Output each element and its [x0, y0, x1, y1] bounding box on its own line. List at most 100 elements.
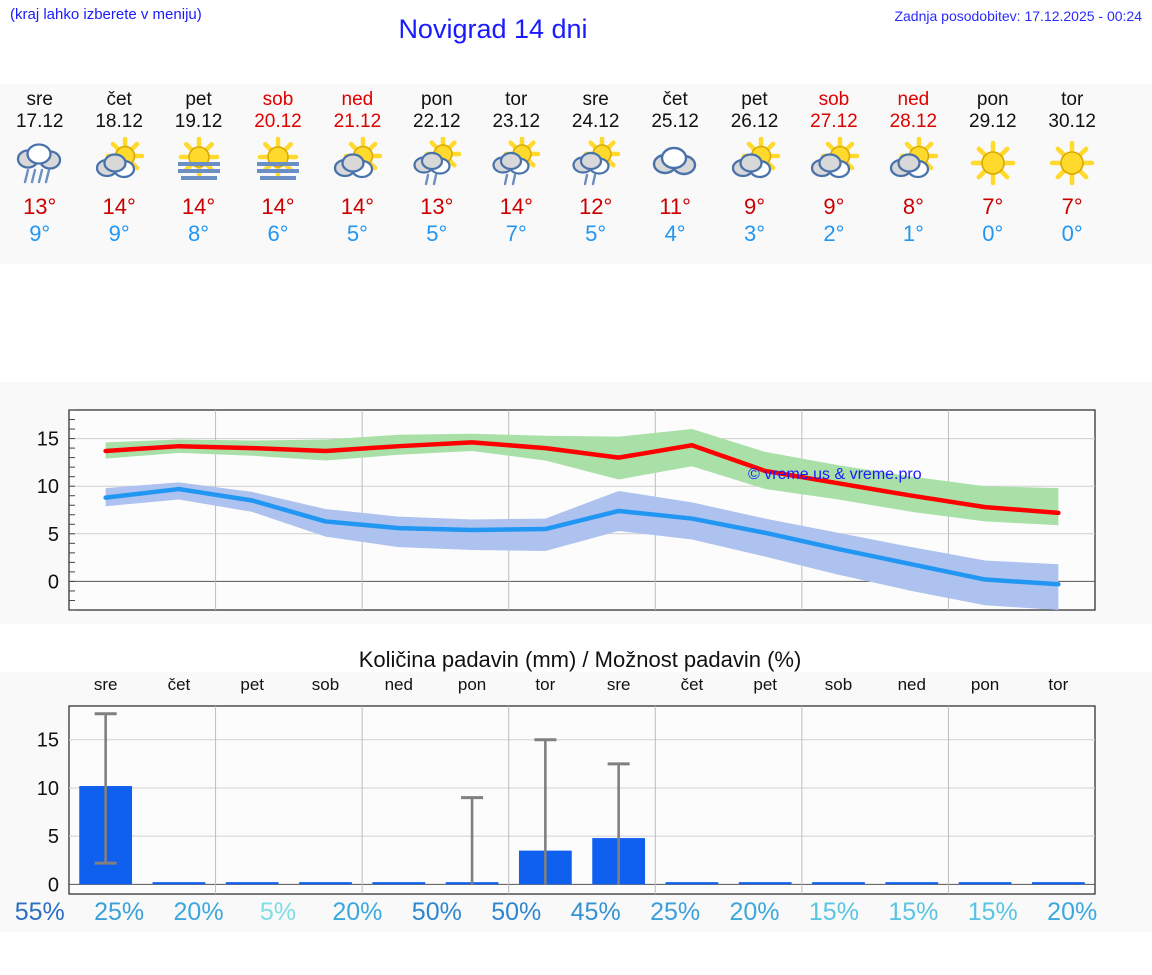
svg-text:pet: pet	[240, 675, 264, 694]
day-max-temp: 9°	[823, 194, 845, 219]
svg-text:ned: ned	[385, 675, 413, 694]
precipitation-probability-label: 20%	[332, 898, 383, 926]
sun-fog-icon	[250, 135, 306, 191]
day-date-label: 28.12	[889, 111, 938, 132]
page-header: (kraj lahko izberete v meniju) Novigrad …	[0, 0, 1152, 72]
day-date-label: 25.12	[651, 111, 699, 132]
page-title: Novigrad 14 dni	[398, 14, 588, 44]
daily-forecast-band: sre 17.12 13° 9° čet 18.12 14° 9° pet 19.12 14°…	[0, 84, 1152, 264]
day-forecast-column[interactable]: sre 24.12 12° 5°	[556, 84, 635, 264]
day-date-label: 23.12	[492, 111, 541, 132]
day-max-temp: 14°	[181, 194, 216, 219]
day-forecast-column[interactable]: pet 26.12 9° 3°	[715, 84, 794, 264]
sun-cloud-drizzle-icon	[568, 135, 624, 191]
day-of-week-label: čet	[662, 89, 688, 110]
day-min-temp: 6°	[267, 221, 289, 246]
day-min-temp: 8°	[188, 221, 210, 246]
svg-text:10: 10	[37, 476, 59, 498]
day-of-week-label: pon	[976, 89, 1009, 110]
day-forecast-column[interactable]: čet 18.12 14° 9°	[79, 84, 158, 264]
precipitation-chart: sre čet pet sob ned pon tor sre čet pet sob ned pon t…	[37, 675, 1096, 896]
day-date-label: 21.12	[333, 111, 382, 132]
sun-cloud-drizzle-icon	[488, 135, 544, 191]
temperature-chart: 0 5 10 15	[37, 409, 1096, 611]
sun-icon	[965, 135, 1021, 191]
day-max-temp: 14°	[102, 194, 136, 219]
svg-text:sre: sre	[607, 675, 631, 694]
day-min-temp: 0°	[1061, 221, 1083, 246]
day-of-week-label: ned	[341, 89, 374, 110]
day-forecast-column[interactable]: sre 17.12 13° 9°	[0, 84, 79, 264]
day-forecast-column[interactable]: tor 30.12 7° 0°	[1032, 84, 1111, 264]
sun-behind-cloud-icon	[91, 135, 147, 191]
svg-text:5: 5	[48, 826, 59, 848]
svg-text:sre: sre	[94, 675, 118, 694]
day-max-temp: 13°	[23, 194, 57, 219]
day-of-week-label: sob	[818, 89, 850, 110]
svg-text:čet: čet	[168, 675, 191, 694]
day-min-temp: 5°	[426, 221, 448, 246]
precipitation-probability-label: 25%	[94, 898, 145, 926]
day-max-temp: 14°	[261, 194, 295, 219]
precipitation-chart-title: Količina padavin (mm) / Možnost padavin …	[358, 647, 802, 672]
day-date-label: 17.12	[15, 111, 64, 132]
precipitation-chart-section: sre čet pet sob ned pon tor sre čet pet sob ned pon t…	[0, 672, 1152, 932]
day-max-temp: 11°	[659, 194, 691, 219]
day-min-temp: 0°	[982, 221, 1004, 246]
day-forecast-column[interactable]: sob 27.12 9° 2°	[794, 84, 873, 264]
precipitation-probability-label: 5%	[259, 898, 297, 926]
day-max-temp: 13°	[420, 194, 454, 219]
day-max-temp: 7°	[982, 194, 1004, 219]
day-min-temp: 7°	[505, 221, 527, 246]
svg-text:čet: čet	[681, 675, 704, 694]
svg-text:pon: pon	[971, 675, 999, 694]
day-date-label: 19.12	[174, 111, 223, 132]
precipitation-probability-label: 50%	[411, 898, 462, 926]
day-max-temp: 14°	[499, 194, 533, 219]
temperature-chart-section: 0 5 10 15	[0, 382, 1152, 624]
precipitation-probability-label: 15%	[808, 898, 859, 926]
sun-behind-cloud-icon	[727, 135, 783, 191]
day-forecast-column[interactable]: pet 19.12 14° 8°	[159, 84, 238, 264]
precipitation-probability-label: 20%	[173, 898, 224, 926]
rain-cloud-icon	[12, 135, 68, 191]
sun-icon	[1044, 135, 1100, 191]
day-min-temp: 3°	[743, 221, 766, 246]
precipitation-probability-label: 15%	[967, 898, 1018, 926]
sun-behind-cloud-icon	[806, 135, 862, 191]
svg-text:15: 15	[37, 730, 59, 752]
cloud-icon	[647, 135, 703, 191]
day-forecast-column[interactable]: tor 23.12 14° 7°	[477, 84, 556, 264]
day-forecast-column[interactable]: ned 21.12 14° 5°	[318, 84, 397, 264]
day-of-week-label: ned	[897, 89, 930, 110]
day-of-week-label: tor	[1061, 89, 1084, 110]
daily-forecast-row: sre 17.12 13° 9° čet 18.12 14° 9° pet 19.12 14°…	[0, 84, 1152, 264]
precipitation-probability-label: 55%	[14, 898, 65, 926]
sun-behind-cloud-icon	[329, 135, 385, 191]
svg-text:15: 15	[37, 429, 59, 451]
sun-fog-icon	[171, 135, 227, 191]
day-forecast-column[interactable]: pon 29.12 7° 0°	[953, 84, 1032, 264]
day-forecast-column[interactable]: sob 20.12 14° 6°	[238, 84, 317, 264]
day-of-week-label: pet	[185, 89, 212, 110]
day-forecast-column[interactable]: pon 22.12 13° 5°	[397, 84, 476, 264]
precipitation-probability-label: 50%	[491, 898, 542, 926]
day-forecast-column[interactable]: čet 25.12 11° 4°	[635, 84, 714, 264]
precipitation-probability-label: 15%	[888, 898, 939, 926]
day-min-temp: 4°	[664, 221, 686, 246]
day-min-temp: 9°	[29, 221, 51, 246]
day-max-temp: 14°	[340, 194, 375, 219]
svg-text:10: 10	[37, 778, 59, 800]
day-of-week-label: sre	[26, 89, 53, 110]
copyright-watermark: © vreme.us & vreme.pro	[748, 466, 922, 483]
menu-hint: (kraj lahko izberete v meniju)	[10, 6, 202, 23]
day-min-temp: 5°	[585, 221, 607, 246]
day-of-week-label: sob	[262, 89, 294, 110]
day-of-week-label: čet	[106, 89, 132, 110]
day-date-label: 30.12	[1048, 111, 1096, 132]
day-min-temp: 2°	[823, 221, 845, 246]
svg-text:sob: sob	[312, 675, 339, 694]
day-date-label: 29.12	[969, 111, 1017, 132]
day-date-label: 24.12	[571, 111, 620, 132]
day-forecast-column[interactable]: ned 28.12 8° 1°	[874, 84, 953, 264]
